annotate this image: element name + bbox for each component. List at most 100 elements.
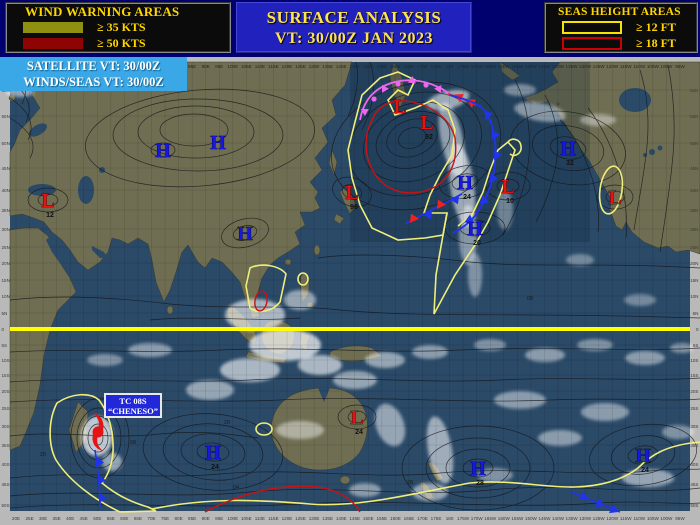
fronts [94, 76, 621, 514]
pressure-center-H: H [560, 138, 576, 160]
lat-label-left: 15N [2, 278, 10, 283]
isobar-value: 20 [224, 420, 230, 426]
lon-label-bottom: 110E [255, 516, 265, 521]
lon-label-top: 90E [202, 64, 210, 69]
winds-seas-vt-text: WINDS/SEAS VT: 30/00Z [23, 75, 164, 89]
header: WIND WARNING AREAS ≥ 35 KTS ≥ 50 KTS SUR… [0, 0, 700, 57]
lat-label-right: 0 [696, 327, 699, 332]
lat-label-right: 20N [690, 261, 698, 266]
lat-label-right: 40S [690, 462, 698, 467]
pressure-value: 10 [506, 198, 514, 205]
lat-label-left: 30N [2, 227, 10, 232]
lon-label-top: 150E [363, 64, 374, 69]
wind-warning-legend: WIND WARNING AREAS ≥ 35 KTS ≥ 50 KTS [5, 2, 231, 53]
lon-label-bottom: 90E [202, 516, 210, 521]
lon-label-top: 115E [268, 64, 278, 69]
lat-label-left: 10N [2, 294, 10, 299]
pressure-value: 32 [566, 160, 574, 167]
south-pacific-front-pips [578, 491, 619, 514]
pressure-value: 24 [355, 429, 363, 436]
swatch-18ft [562, 37, 622, 50]
lon-label-bottom: 35E [53, 516, 61, 521]
pressure-center-H: H [205, 442, 221, 464]
lat-label-right: 30N [690, 227, 698, 232]
lon-label-top: 160W [498, 64, 511, 69]
pressure-value: 24 [463, 194, 471, 201]
lon-label-bottom: 125E [295, 516, 306, 521]
lon-label-top: 105E [241, 64, 252, 69]
isobar-value: 28 [407, 480, 413, 486]
lon-label-bottom: 140W [552, 516, 565, 521]
pressure-center-H: H [470, 458, 486, 480]
lon-label-bottom: 125W [593, 516, 606, 521]
lat-label-right: 50N [690, 141, 698, 146]
lat-label-right: 10N [690, 294, 698, 299]
lat-label-left: 35N [2, 208, 10, 213]
wind-legend-label-35: ≥ 35 KTS [97, 20, 146, 34]
lon-label-bottom: 100E [227, 516, 238, 521]
lon-label-bottom: 155E [376, 516, 387, 521]
lat-label-left: 20S [2, 389, 10, 394]
pressure-value: 98 [350, 204, 358, 211]
lat-label-left: 15S [2, 373, 10, 378]
seas-legend-row-12: ≥ 12 FT [546, 20, 696, 35]
lon-label-bottom: 170W [471, 516, 484, 521]
lon-label-bottom: 25E [25, 516, 33, 521]
lon-label-top: 110W [633, 64, 645, 69]
cold-front-pips [464, 110, 502, 224]
pressure-value: 92 [425, 134, 433, 141]
lon-label-top: 135W [566, 64, 579, 69]
lon-label-top: 160E [390, 64, 401, 69]
wind-legend-row-35: ≥ 35 KTS [7, 20, 229, 35]
lat-label-right: 5N [693, 311, 699, 316]
seas-height-contours [204, 100, 457, 513]
lat-label-right: 35S [690, 443, 698, 448]
lon-label-top: 115W [620, 64, 632, 69]
swatch-12ft [562, 21, 622, 34]
occluded-front-pips [360, 76, 442, 116]
lon-label-bottom: 20E [12, 516, 20, 521]
lat-label-right: 5S [693, 343, 699, 348]
lon-label-top: 170W [471, 64, 484, 69]
lon-label-bottom: 120E [282, 516, 293, 521]
wind-warning-contours [49, 71, 700, 513]
lon-label-bottom: 175W [457, 516, 470, 521]
lat-label-left: 20N [2, 261, 10, 266]
lon-label-top: 130E [309, 64, 320, 69]
pressure-value: 12 [46, 212, 54, 219]
lat-label-right: 25N [690, 245, 698, 250]
lat-label-right: 50S [690, 503, 698, 508]
lat-label-right: 60N [690, 88, 698, 93]
lon-label-bottom: 95W [675, 516, 685, 521]
lat-label-right: 45N [690, 166, 698, 171]
lon-label-top: 145E [349, 64, 360, 69]
isobar-labels: 20 20 08 04 28 08 [40, 296, 533, 491]
isobar-value: 08 [130, 440, 136, 446]
isobar-value: 04 [233, 485, 239, 491]
lon-label-top: 175W [457, 64, 470, 69]
isobars [9, 61, 700, 511]
lon-label-bottom: 175E [431, 516, 442, 521]
lon-label-bottom: 40E [66, 516, 74, 521]
lat-label-left: 25S [2, 406, 10, 411]
lon-label-bottom: 145W [538, 516, 551, 521]
lon-label-bottom: 100W [660, 516, 673, 521]
lat-label-left: 40N [2, 188, 10, 193]
swatch-35kts [23, 22, 83, 33]
seas-legend-label-18: ≥ 18 FT [636, 36, 676, 50]
lon-label-bottom: 155W [511, 516, 524, 521]
lon-label-bottom: 65E [134, 516, 142, 521]
lon-label-top: 100E [227, 64, 238, 69]
lon-label-top: 85E [188, 64, 196, 69]
lon-label-bottom: 130W [579, 516, 592, 521]
lat-label-left: 45N [2, 166, 10, 171]
lon-label-top: 150W [525, 64, 538, 69]
lat-label-left: 30S [2, 424, 10, 429]
lat-label-left: 45S [2, 482, 10, 487]
pressure-center-H: H [210, 132, 226, 154]
lon-label-bottom: 80E [175, 516, 183, 521]
lon-label-top: 100W [660, 64, 673, 69]
